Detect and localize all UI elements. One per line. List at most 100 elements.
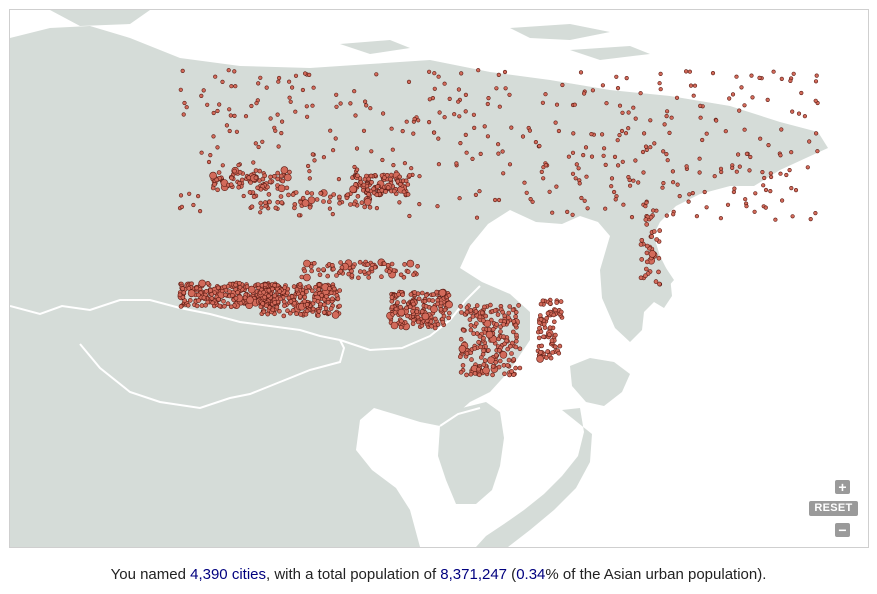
city-dot [405,192,411,197]
city-dot [784,172,789,178]
city-dot [805,165,810,170]
city-dot [498,318,504,324]
city-dot [644,222,650,227]
city-dot [369,266,375,271]
city-dot [225,301,231,307]
city-dot [813,79,819,84]
reset-button[interactable]: RESET [809,501,858,516]
city-dot [658,87,663,92]
city-dot [223,292,228,298]
city-dot [307,72,312,78]
city-dot [627,177,632,183]
city-dot [787,168,792,173]
city-dot [325,300,331,305]
city-dot [355,194,361,199]
city-dot [541,176,546,181]
city-dot [178,87,183,92]
city-dot [814,73,819,78]
city-dot [244,284,250,290]
city-dot [251,194,257,199]
city-dot [363,99,368,104]
city-dot [657,81,662,86]
city-dot [460,363,466,368]
city-dot [643,273,648,279]
city-dot [482,124,487,129]
city-dot [537,143,542,149]
city-dot [788,78,793,83]
city-dot [374,192,380,198]
city-dot [641,131,647,136]
city-dot [349,268,354,274]
city-dot [664,109,670,114]
city-dot [790,109,795,114]
city-dot [405,313,410,319]
city-dot [354,146,360,151]
city-dot [232,69,237,74]
city-dot [411,301,416,307]
city-dot [492,308,498,313]
city-dot [239,177,245,183]
city-dot [506,315,511,320]
city-dot [502,371,507,377]
city-dot [300,291,305,296]
city-dot [249,103,254,109]
city-dot [314,197,320,202]
city-dot [221,298,226,304]
city-dot [247,285,256,294]
city-dot [196,194,201,199]
city-dot [290,308,296,313]
city-dot [258,75,263,80]
city-dot [328,290,334,296]
city-dot [328,128,333,133]
city-dot [397,200,402,205]
city-dot [665,158,670,163]
city-dot [309,268,315,274]
city-dot [626,110,631,115]
city-dot [472,125,477,130]
city-dot [481,335,486,341]
city-dot [550,210,555,215]
city-dot [338,101,343,106]
city-dot [196,292,201,298]
city-dot [456,87,462,92]
city-dot [316,282,322,288]
city-dot [503,86,508,91]
city-dot [761,183,766,188]
city-dot [620,159,625,164]
city-dot [458,369,464,375]
city-dot [670,180,676,185]
city-dot [199,303,205,308]
city-dot [259,205,264,210]
city-dot [750,95,755,100]
zoom-out-button[interactable]: − [835,523,850,537]
city-dot [350,264,356,270]
city-dot [205,280,211,286]
city-dot [179,204,184,209]
city-dot [331,286,337,292]
city-dot [461,327,466,333]
caption-middle: , with a total population of [266,566,441,583]
map-viewport[interactable]: + RESET − [9,9,869,548]
city-count: 4,390 cities [190,566,266,583]
city-dot [533,140,539,145]
city-dot [339,265,345,270]
city-dot [457,196,462,201]
zoom-in-button[interactable]: + [835,480,850,494]
city-dot [581,91,587,96]
city-dot [539,343,545,349]
city-dot [513,309,519,315]
city-dot [505,363,510,368]
city-dot [368,173,374,179]
city-dot [419,309,425,314]
city-dot [196,298,201,303]
city-dot [275,176,281,182]
city-dot [731,189,737,195]
city-dot [808,217,813,222]
city-dot [573,176,578,181]
city-dot [698,115,703,120]
city-dot [522,180,527,185]
city-dot [307,196,316,204]
city-dot [490,363,496,369]
city-dot [452,112,457,117]
city-dot [323,306,329,311]
